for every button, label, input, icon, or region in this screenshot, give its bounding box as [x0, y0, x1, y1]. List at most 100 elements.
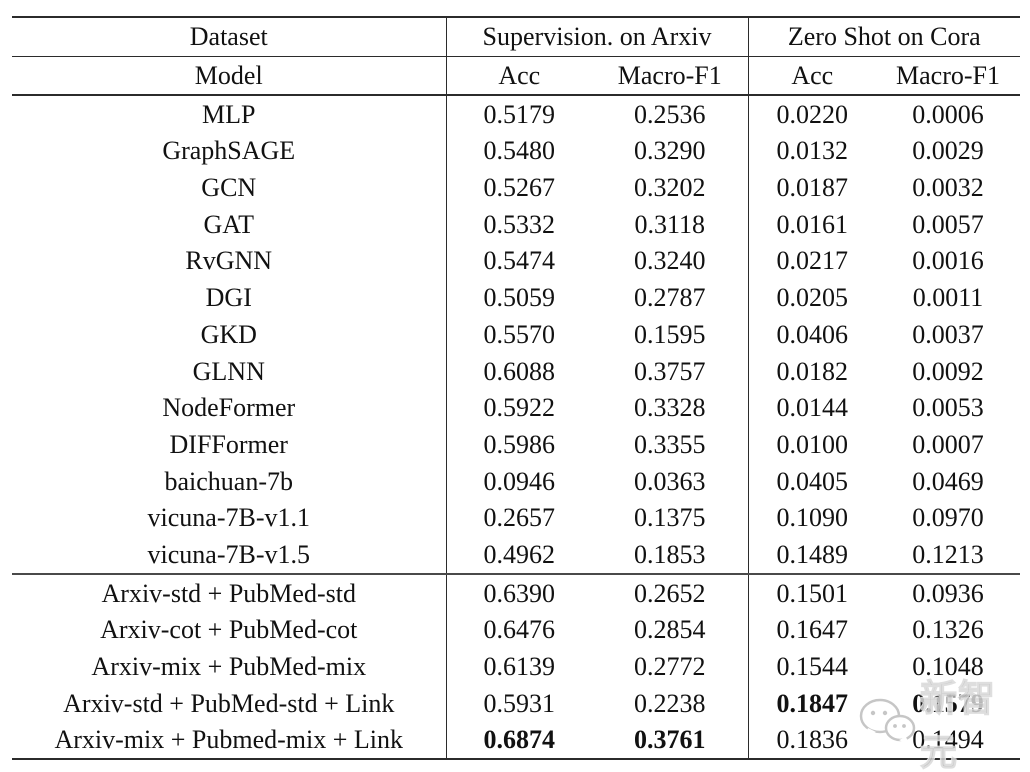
metric-value-cell: 0.3761: [634, 725, 706, 755]
metric-value-cell: 0.6874: [445, 721, 592, 760]
model-name-cell: vicuna-7B-v1.5: [147, 539, 310, 569]
metric-value-cell: 0.3328: [634, 393, 706, 423]
metric-value-cell: 0.0011: [912, 283, 984, 313]
metric-value-cell: 0.0182: [747, 352, 877, 390]
metric-value-cell: 0.0469: [912, 466, 984, 496]
model-name-cell: GAT: [203, 209, 255, 239]
model-name-cell: GraphSAGE: [162, 136, 296, 166]
metric-value-cell: 0.3290: [634, 136, 706, 166]
col-header-arxiv-acc: Acc: [445, 56, 592, 96]
metric-value-cell: 0.5474: [445, 242, 592, 280]
model-name-cell: RvGNN: [185, 246, 273, 276]
model-name-cell: GCN: [201, 173, 257, 203]
col-header-model: Model: [12, 56, 446, 96]
metric-value-cell: 0.3118: [634, 209, 706, 239]
metric-value-cell: 0.2787: [634, 283, 706, 313]
metric-value-cell: 0.1501: [747, 572, 877, 612]
model-name-cell: NodeFormer: [162, 393, 296, 423]
table-row: Arxiv-std + PubMed-std + Link 0.5931 0.223…: [12, 685, 1020, 722]
col-group-zeroshot-cora: Zero Shot on Cora: [747, 17, 1021, 57]
model-name-cell: DIFFormer: [169, 429, 288, 459]
metric-value-cell: 0.3202: [634, 173, 706, 203]
metric-value-cell: 0.0936: [876, 572, 1021, 612]
metric-value-cell: 0.0406: [747, 316, 877, 353]
metric-value-cell: 0.0057: [912, 209, 984, 239]
col-group-supervision-arxiv: Supervision. on Arxiv: [445, 17, 749, 57]
metric-value-cell: 0.0946: [445, 462, 592, 500]
metric-value-cell: 0.1853: [634, 539, 706, 569]
benchmark-results-table: Dataset Supervision. on Arxiv Zero Shot …: [12, 16, 1021, 761]
metric-value-cell: 0.3240: [634, 246, 706, 276]
metric-value-cell: 0.0100: [747, 426, 877, 463]
model-name-cell: MLP: [202, 99, 256, 129]
metric-value-cell: 0.3757: [634, 356, 706, 386]
metric-value-cell: 0.5179: [445, 95, 592, 133]
metric-value-cell: 0.2854: [634, 615, 706, 645]
table-row: Arxiv-cot + PubMed-cot 0.6476 0.2854 0.1647…: [12, 611, 1020, 649]
metric-value-cell: 0.1489: [747, 536, 877, 574]
model-name-cell: Arxiv-mix + Pubmed-mix + Link: [54, 725, 404, 755]
metric-value-cell: 0.6476: [445, 611, 592, 649]
metric-value-cell: 0.0092: [912, 356, 984, 386]
metric-value-cell: 0.1595: [634, 319, 706, 349]
metric-value-cell: 0.1375: [634, 503, 706, 533]
metric-value-cell: 0.5267: [445, 169, 592, 207]
metric-value-cell: 0.1544: [747, 648, 877, 685]
table-row: NodeFormer 0.5922 0.3328 0.0144 0.0053: [12, 389, 1020, 427]
metric-value-cell: 0.0970: [912, 503, 984, 533]
table-row: Arxiv-std + PubMed-std 0.6390 0.2652 0.1501…: [12, 572, 1021, 612]
metric-value-cell: 0.2772: [634, 652, 706, 681]
metric-value-cell: 0.0037: [912, 319, 984, 349]
metric-value-cell: 0.0053: [912, 393, 984, 423]
table-row: GLNN 0.6088 0.3757 0.0182 0.0092: [12, 352, 1020, 390]
table-row: DGI 0.5059 0.2787 0.0205 0.0011: [12, 279, 1020, 317]
metric-value-cell: 0.0220: [747, 95, 877, 133]
metric-value-cell: 0.1836: [747, 721, 877, 760]
metric-value-cell: 0.0016: [912, 246, 984, 276]
table-row: GKD 0.5570 0.1595 0.0406 0.0037: [12, 316, 1020, 353]
model-name-cell: GKD: [200, 319, 257, 349]
metric-value-cell: 0.5480: [445, 132, 592, 170]
table-row: baichuan-7b 0.0946 0.0363 0.0405 0.0469: [12, 462, 1020, 500]
metric-value-cell: 0.0187: [747, 169, 877, 207]
metric-value-cell: 0.6088: [445, 352, 592, 390]
metric-value-cell: 0.5931: [445, 685, 592, 722]
col-header-cora-acc: Acc: [747, 56, 877, 96]
metric-value-cell: 0.0217: [747, 242, 877, 280]
metric-value-cell: 0.2536: [634, 99, 706, 129]
metric-value-cell: 0.2657: [445, 499, 592, 537]
metric-value-cell: 0.0161: [747, 206, 877, 243]
metric-value-cell: 0.2652: [592, 572, 749, 612]
model-name-cell: Arxiv-std + PubMed-std + Link: [63, 688, 395, 718]
col-header-dataset: Dataset: [12, 17, 446, 57]
metric-value-cell: 0.1213: [912, 539, 984, 569]
metric-value-cell: 0.5570: [445, 316, 592, 353]
table-row: DIFFormer 0.5986 0.3355 0.0100 0.0007: [12, 426, 1020, 463]
table-body: MLP 0.5179 0.2536 0.0220 0.0006 GraphSAGE 0.54…: [12, 95, 1021, 760]
metric-value-cell: 0.0007: [912, 429, 984, 459]
metric-value-cell: 0.0363: [634, 466, 706, 496]
model-name-cell: GLNN: [192, 356, 265, 386]
table-row: Arxiv-mix + PubMed-mix 0.6139 0.2772 0.1544…: [12, 648, 1020, 685]
model-name-cell: Arxiv-cot + PubMed-cot: [100, 615, 358, 645]
metric-value-cell: 0.0029: [912, 136, 984, 166]
metric-value-cell: 0.5922: [445, 389, 592, 427]
metric-value-cell: 0.3355: [634, 429, 706, 459]
metric-value-cell: 0.2238: [634, 688, 706, 718]
metric-value-cell: 0.0006: [912, 99, 984, 129]
metric-value-cell: 0.6139: [445, 648, 592, 685]
metric-value-cell: 0.5332: [445, 206, 592, 243]
table-row: Arxiv-mix + Pubmed-mix + Link 0.6874 0.376…: [12, 721, 1020, 760]
metric-value-cell: 0.0205: [747, 279, 877, 317]
metric-value-cell: 0.6390: [445, 572, 592, 612]
metric-value-cell: 0.1847: [747, 685, 877, 722]
col-header-arxiv-macrof1: Macro-F1: [592, 56, 749, 96]
metric-value-cell: 0.0144: [747, 389, 877, 427]
metric-value-cell: 0.0032: [912, 173, 984, 203]
table-row: RvGNN 0.5474 0.3240 0.0217 0.0016: [12, 242, 1020, 280]
table-row: GAT 0.5332 0.3118 0.0161 0.0057: [12, 206, 1020, 243]
metric-value-cell: 0.1494: [912, 725, 984, 755]
model-name-cell: Arxiv-std + PubMed-std: [12, 572, 446, 612]
metric-value-cell: 0.1647: [747, 611, 877, 649]
